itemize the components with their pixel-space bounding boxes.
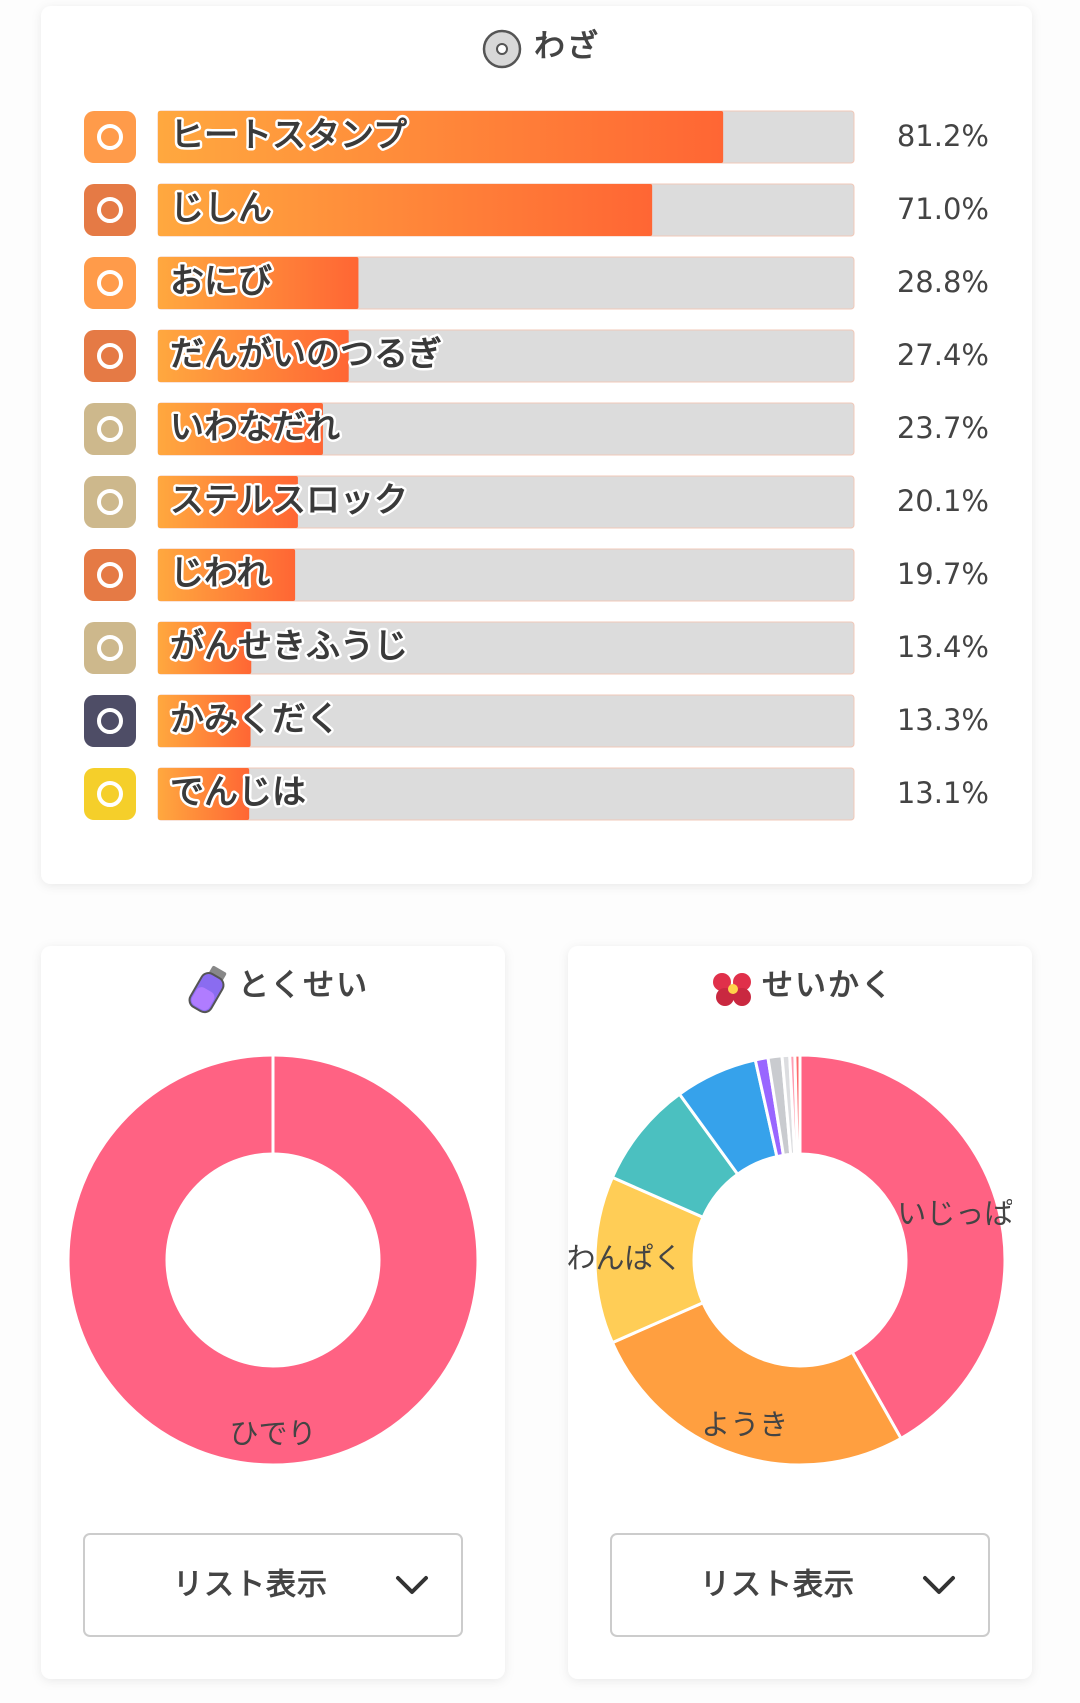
potion-icon [188,965,227,1014]
slice-label: わんぱく [566,1241,682,1275]
bar [158,695,251,747]
type-icon-glyph [97,124,123,150]
chevron[interactable] [396,1576,428,1594]
bar [158,622,252,674]
move-name: がんせきふうじ [170,627,408,667]
value-label: 13.1% [897,776,989,810]
type-icon-glyph [97,562,123,588]
type-icon [84,549,136,601]
slice-label: いじっぱり [897,1196,1042,1230]
ability-chart: ひでり [66,1053,480,1467]
value-label: 27.4% [897,338,989,372]
bar [158,111,724,163]
button-label[interactable]: リスト表示 [173,1568,328,1603]
type-icon-glyph [97,708,123,734]
slice [793,1053,802,1156]
move-name: かみくだく [170,700,340,740]
bar [158,257,359,309]
type-icon-glyph [97,197,123,223]
move-name: おにび [170,262,272,302]
moves-chart: ヒートスタンプ 81.2% じしん 71.0% おにび 28.8% だんがいのつるぎ 27.4… [84,110,989,821]
type-icon [84,184,136,236]
bar [158,184,653,236]
type-icon [84,403,136,455]
slice-label: ようき [701,1408,788,1442]
chevron[interactable] [923,1576,955,1594]
bar [158,330,349,382]
type-icon-glyph [97,416,123,442]
slice [798,1053,1007,1441]
type-icon-glyph [97,489,123,515]
move-name: でんじは [170,773,306,813]
flower-icon [713,973,751,1006]
nature-title: せいかく [762,968,894,1004]
move-name: じしん [170,189,272,229]
slice-label: ひでり [229,1417,316,1451]
value-label: 19.7% [897,557,989,591]
bar [158,768,250,820]
moves-title: わざ [534,29,600,65]
list-button[interactable]: リスト表示 [83,1533,463,1637]
button-box[interactable] [83,1533,463,1637]
bar [158,549,296,601]
value-label: 28.8% [897,265,989,299]
bar [158,403,323,455]
button-label[interactable]: リスト表示 [700,1568,855,1603]
list-button[interactable]: リスト表示 [610,1533,990,1637]
value-label: 13.3% [897,703,989,737]
type-icon [84,257,136,309]
bar [158,476,298,528]
slice [66,1053,480,1467]
type-icon [84,476,136,528]
type-icon-glyph [97,781,123,807]
type-icon [84,330,136,382]
disc-icon [482,29,522,69]
move-name: だんがいのつるぎ [170,335,442,375]
value-label: 13.4% [897,630,989,664]
move-name: ステルスロック [170,481,408,521]
value-label: 71.0% [897,192,989,226]
type-icon-glyph [97,270,123,296]
type-icon [84,768,136,820]
value-label: 23.7% [897,411,989,445]
type-icon-glyph [97,635,123,661]
move-name: じわれ [170,554,270,594]
type-icon [84,622,136,674]
move-name: ヒートスタンプ [170,116,407,156]
button-box[interactable] [610,1533,990,1637]
type-icon [84,111,136,163]
value-label: 20.1% [897,484,989,518]
move-name: いわなだれ [170,408,340,448]
ability-title: とくせい [238,968,369,1004]
slice [610,1300,904,1467]
type-icon-glyph [97,343,123,369]
value-label: 81.2% [897,119,989,153]
type-icon [84,695,136,747]
